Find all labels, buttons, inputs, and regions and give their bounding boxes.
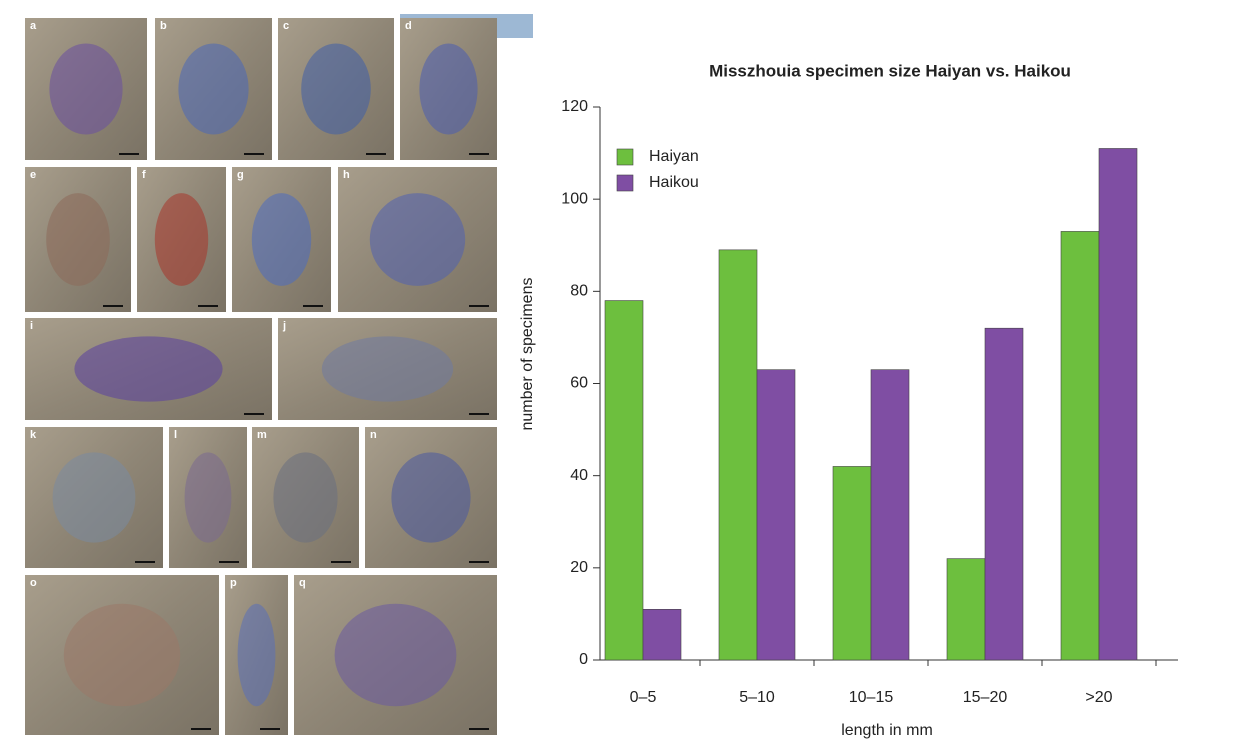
bar (756, 369, 796, 661)
sky-cover (497, 38, 537, 48)
fossil (178, 43, 249, 135)
bar (718, 249, 758, 661)
bar (1098, 148, 1138, 661)
y-tick-label: 100 (561, 190, 588, 207)
y-tick-label: 20 (570, 559, 588, 576)
fossil (321, 336, 454, 402)
y-tick-label: 60 (570, 375, 588, 392)
chart-title: Misszhouia specimen size Haiyan vs. Haik… (709, 61, 1071, 80)
fossil (391, 452, 471, 543)
fossil (334, 603, 457, 707)
y-tick-label: 0 (579, 651, 588, 668)
bar (604, 300, 644, 661)
panel-letter: d (405, 20, 412, 32)
panel-letter: o (30, 577, 37, 589)
panel-letter: g (237, 169, 244, 181)
y-tick-label: 120 (561, 98, 588, 115)
panel-letter: e (30, 169, 36, 181)
fossil (154, 193, 209, 286)
y-axis-label: number of specimens (519, 278, 536, 431)
panel-letter: a (30, 20, 37, 32)
fossil (49, 43, 123, 135)
fossil (369, 193, 466, 286)
panel-letter: j (282, 320, 286, 332)
panel-letter: b (160, 20, 167, 32)
bar (642, 609, 682, 661)
panel-letter: k (30, 429, 37, 441)
fossil (184, 452, 232, 543)
bar (1060, 231, 1100, 661)
bar (984, 327, 1024, 661)
panel-letter: f (142, 169, 146, 181)
x-tick-label: 10–15 (849, 689, 894, 706)
legend-label: Haikou (649, 174, 699, 191)
panel-letter: i (30, 320, 33, 332)
x-tick-label: 0–5 (630, 689, 657, 706)
bar (946, 558, 986, 661)
fossil (74, 336, 223, 402)
legend-label: Haiyan (649, 148, 699, 165)
fossil-photos: a b c d e f g h i j k l m n o p q (25, 14, 537, 735)
fossil (46, 193, 110, 286)
fossil (273, 452, 338, 543)
bar (832, 466, 872, 661)
fossil (419, 43, 478, 135)
legend-swatch (616, 174, 634, 192)
x-tick-label: 15–20 (963, 689, 1008, 706)
panel-letter: l (174, 429, 177, 441)
x-tick-label: 5–10 (739, 689, 775, 706)
panel-letter: h (343, 169, 350, 181)
bar (870, 369, 910, 661)
panel-letter: c (283, 20, 289, 32)
fossil (301, 43, 371, 135)
panel-letter: n (370, 429, 377, 441)
fossil (63, 603, 181, 707)
x-tick-label: >20 (1085, 689, 1112, 706)
legend-swatch (616, 148, 634, 166)
y-tick-label: 80 (570, 283, 588, 300)
fossil (237, 603, 276, 707)
x-axis-label: length in mm (841, 722, 933, 739)
fossil (52, 452, 136, 543)
panel-letter: q (299, 577, 306, 589)
panel-letter: p (230, 577, 237, 589)
panel-letter: m (257, 429, 267, 441)
fossil (251, 193, 312, 286)
y-tick-label: 40 (570, 467, 588, 484)
